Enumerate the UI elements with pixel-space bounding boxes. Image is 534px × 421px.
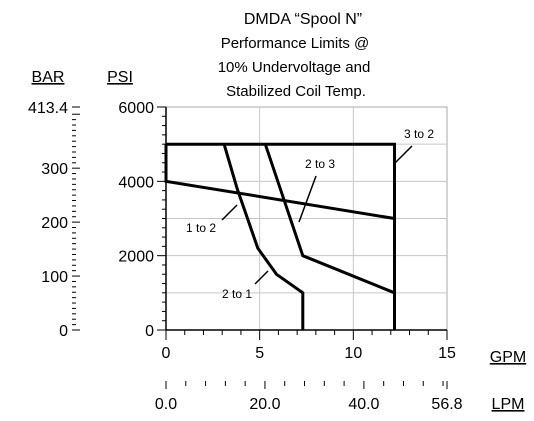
bar-unit-label: BAR	[32, 69, 65, 86]
annotation-leader-4	[254, 270, 269, 285]
series-line-3	[263, 143, 396, 295]
tick-labels: 0 2000 4000 6000 0 100 200 300 413.4 0 5 10 15 0.0 20.…	[28, 100, 463, 413]
psi-tick-label: 2000	[118, 249, 154, 266]
chart-subtitle-line-1: Performance Limits @	[221, 35, 370, 52]
bar-tick-label: 0	[59, 323, 68, 340]
lpm-tick-label: 20.0	[249, 396, 280, 413]
chart-subtitle-line-2: 10% Undervoltage and	[218, 59, 371, 76]
series-line-2	[164, 144, 395, 220]
lpm-unit-label: LPM	[492, 396, 525, 413]
psi-tick-label: 6000	[118, 100, 154, 117]
bar-tick-label: 100	[41, 269, 68, 286]
gpm-tick-label: 5	[255, 345, 264, 362]
series-label-4: 2 to 1	[222, 287, 252, 301]
lpm-tick-label: 56.8	[431, 396, 462, 413]
series-line-1	[166, 142, 396, 330]
annotation-leader-2	[221, 204, 238, 221]
series-label-2: 1 to 2	[186, 221, 216, 235]
series-annotations: 3 to 2 1 to 2 2 to 3 2 to 1	[186, 127, 434, 301]
lpm-tick-label: 0.0	[155, 396, 177, 413]
annotation-leader-1	[394, 145, 413, 164]
gpm-tick-label: 15	[438, 345, 456, 362]
bar-tick-label: 200	[41, 215, 68, 232]
series-label-3: 2 to 3	[305, 157, 335, 171]
gpm-tick-label: 10	[344, 345, 362, 362]
psi-tick-label: 0	[145, 323, 154, 340]
series-line-4	[222, 143, 305, 330]
chart-subtitle-line-3: Stabilized Coil Temp.	[226, 83, 366, 100]
psi-tick-label: 4000	[118, 174, 154, 191]
gpm-unit-label: GPM	[490, 349, 526, 366]
annotation-leader-3	[298, 175, 317, 223]
series-label-1: 3 to 2	[404, 127, 434, 141]
psi-unit-label: PSI	[107, 69, 133, 86]
gpm-tick-label: 0	[162, 345, 171, 362]
series-lines	[164, 142, 396, 330]
bar-tick-label: 300	[41, 161, 68, 178]
lpm-tick-label: 40.0	[348, 396, 379, 413]
bar-tick-label: 413.4	[28, 100, 68, 117]
chart-title: DMDA “Spool N”	[244, 11, 362, 28]
